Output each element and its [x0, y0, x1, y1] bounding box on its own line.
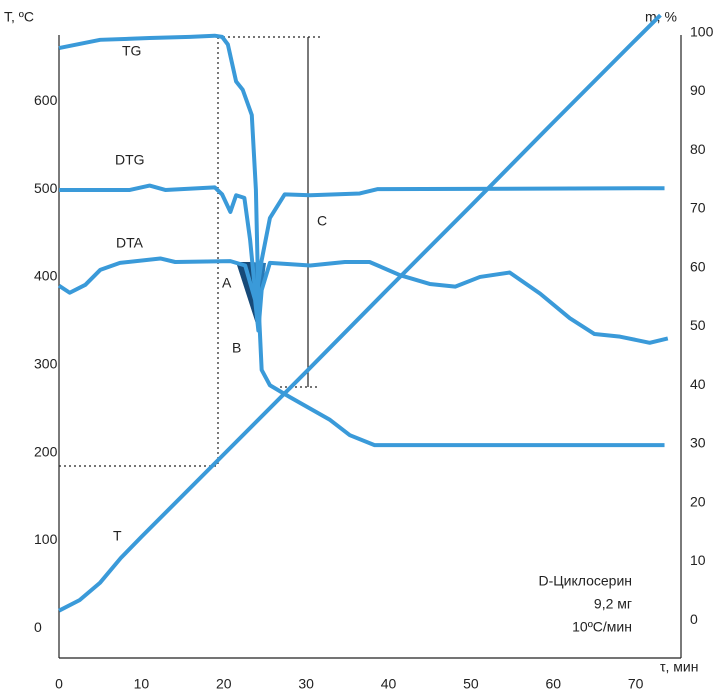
annotation: C [317, 213, 327, 229]
y-tick-label: 600 [34, 92, 58, 108]
series-line [57, 256, 669, 345]
annotation: B [232, 340, 241, 356]
series-line [58, 33, 665, 448]
y-axis-title: T, ºC [4, 9, 34, 25]
x-axis-title: τ, мин [660, 659, 699, 675]
x-tick-label: 30 [298, 676, 314, 691]
y2-tick-label: 70 [690, 200, 706, 216]
x-tick-label: 40 [381, 676, 397, 691]
annotation: 10ºC/мин [572, 619, 632, 635]
y2-tick-label: 50 [690, 317, 706, 333]
annotation: 9,2 мг [594, 596, 632, 612]
series-line [59, 183, 665, 302]
y2-tick-label: 60 [690, 258, 706, 274]
y2-tick-label: 80 [690, 141, 706, 157]
y2-tick-label: 20 [690, 493, 706, 509]
annotation: T [113, 528, 122, 544]
y2-tick-label: 30 [690, 435, 706, 451]
x-tick-label: 70 [628, 676, 644, 691]
annotation: A [222, 275, 232, 291]
y2-tick-label: 0 [690, 611, 698, 627]
y-tick-label: 100 [34, 531, 58, 547]
y-tick-label: 0 [34, 619, 42, 635]
y-tick-label: 200 [34, 443, 58, 459]
y2-tick-label: 100 [690, 23, 714, 39]
annotation: DTA [116, 235, 144, 251]
annotation: D-Циклосерин [539, 573, 632, 589]
y-tick-label: 400 [34, 268, 58, 284]
x-tick-label: 60 [546, 676, 562, 691]
y2-tick-label: 90 [690, 82, 706, 98]
y2-tick-label: 40 [690, 376, 706, 392]
y-tick-label: 500 [34, 180, 58, 196]
x-tick-label: 0 [55, 676, 63, 691]
x-tick-label: 20 [216, 676, 232, 691]
annotation: DTG [115, 152, 145, 168]
y2-tick-label: 10 [690, 552, 706, 568]
annotation: TG [122, 43, 141, 59]
y-tick-label: 300 [34, 355, 58, 371]
series-line [58, 13, 662, 613]
x-tick-label: 10 [134, 676, 150, 691]
x-tick-label: 50 [463, 676, 479, 691]
